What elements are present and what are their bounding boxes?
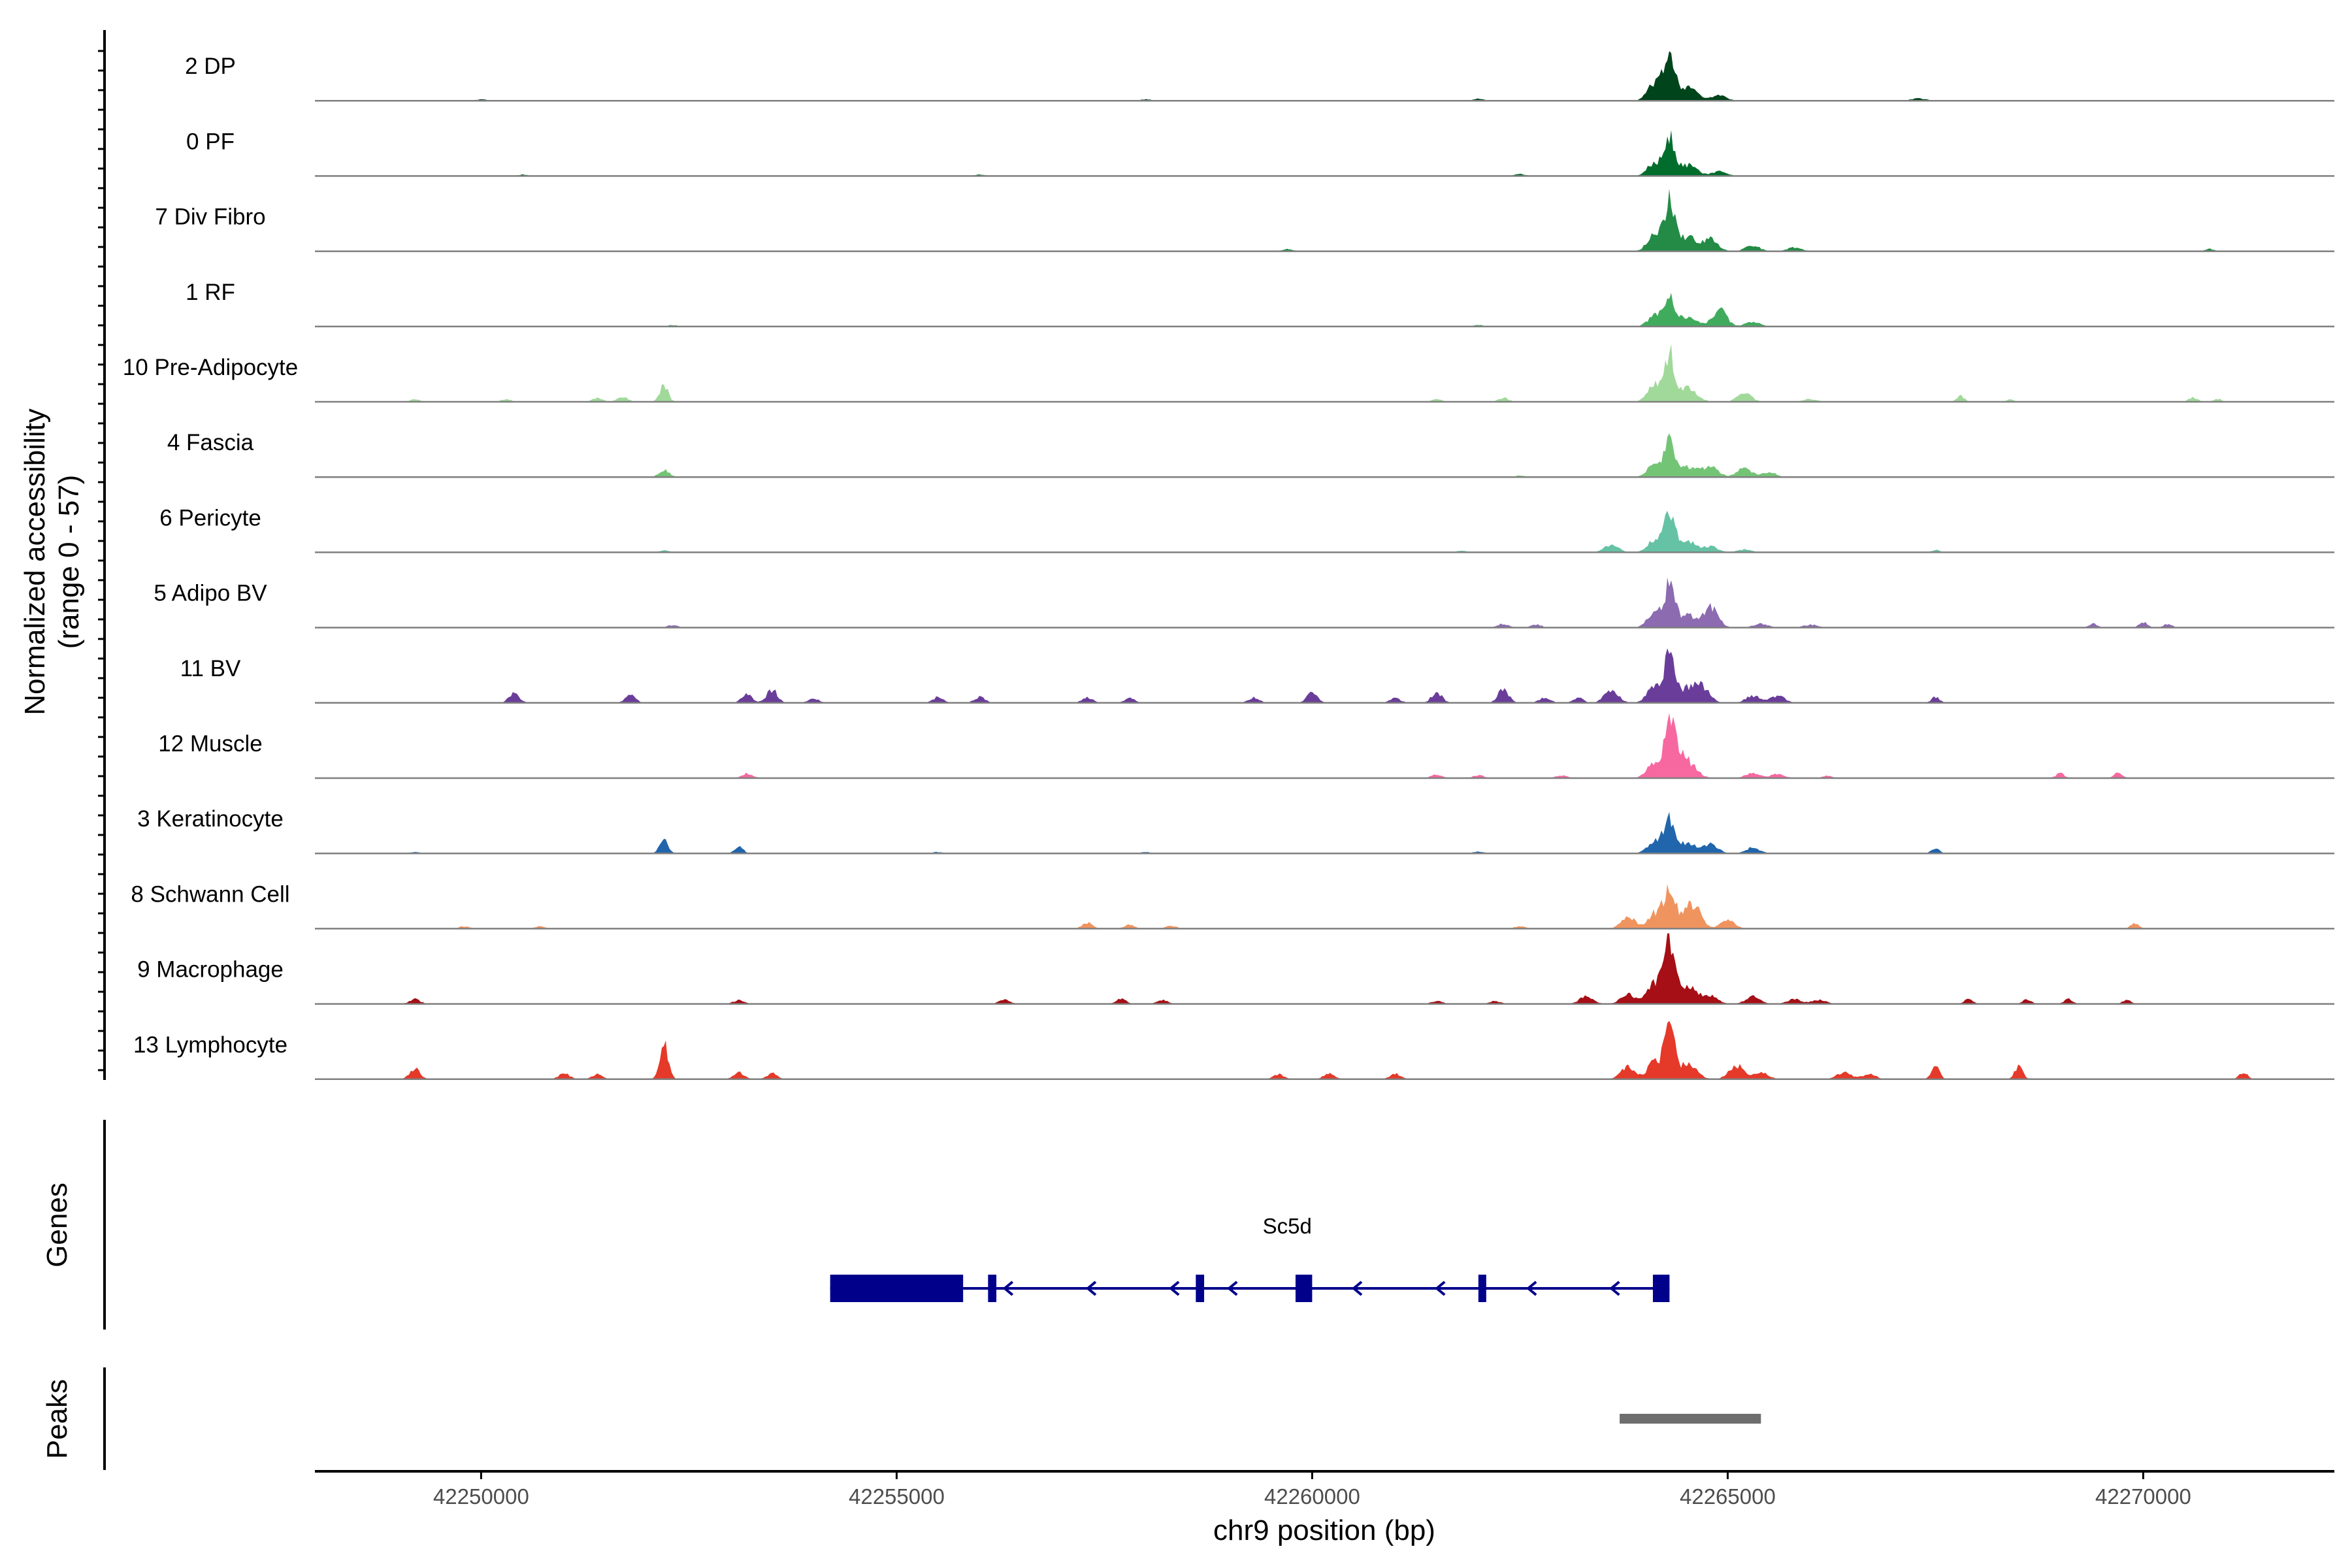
x-axis: 42250000 42255000 42260000 42265000 42270000: [315, 1470, 2334, 1509]
peak-region: [1620, 1414, 1761, 1424]
track: 7 Div Fibro: [155, 188, 2334, 252]
track-label: 7 Div Fibro: [155, 204, 265, 230]
track-label: 6 Pericyte: [159, 505, 261, 531]
coverage-area: [315, 648, 2334, 703]
gene-name: Sc5d: [1263, 1214, 1312, 1238]
track: 2 DP: [185, 51, 2334, 102]
track: 10 Pre-Adipocyte: [123, 344, 2334, 403]
coverage-area: [315, 188, 2334, 252]
strand-arrow: [1609, 1281, 1620, 1296]
y-axis: [98, 30, 106, 1080]
genes-panel-label: Genes: [41, 1183, 73, 1267]
track-label: 12 Muscle: [158, 731, 263, 757]
peak-track: [1620, 1414, 1761, 1424]
x-tick-label: 42250000: [433, 1484, 529, 1509]
coverage-area: [315, 433, 2334, 478]
track-label: 0 PF: [186, 129, 235, 154]
coverage-area: [315, 578, 2334, 628]
track-label: 3 Keratinocyte: [137, 806, 284, 832]
coverage-area: [315, 811, 2334, 854]
track: 13 Lymphocyte: [133, 1021, 2334, 1081]
gene-exon: [1196, 1275, 1205, 1302]
coverage-area: [315, 884, 2334, 929]
gene-exon: [988, 1275, 997, 1302]
gene-exon: [1295, 1275, 1313, 1302]
track: 11 BV: [180, 648, 2334, 704]
x-tick-label: 42260000: [1264, 1484, 1360, 1509]
strand-arrow: [1351, 1281, 1363, 1296]
coverage-area: [315, 510, 2334, 553]
coverage-area: [315, 713, 2334, 778]
x-tick-label: 42270000: [2095, 1484, 2191, 1509]
gene-exon: [1478, 1275, 1486, 1302]
track: 1 RF: [186, 280, 2334, 328]
strand-arrow: [1526, 1281, 1537, 1296]
track: 8 Schwann Cell: [131, 881, 2334, 930]
coverage-area: [315, 51, 2334, 101]
strand-arrow: [1085, 1281, 1097, 1296]
track-label: 4 Fascia: [167, 430, 254, 455]
track: 5 Adipo BV: [154, 578, 2334, 629]
strand-arrow: [1227, 1281, 1238, 1296]
gene-exon: [1652, 1275, 1670, 1302]
track-label: 13 Lymphocyte: [133, 1032, 287, 1058]
accessibility-tracks: 2 DP 0 PF 7 Div Fibro 1 RF 10 Pre-Adipocyte 4…: [123, 51, 2334, 1081]
track: 0 PF: [186, 129, 2334, 177]
x-axis-title: chr9 position (bp): [1213, 1514, 1435, 1546]
y-axis-range: (range 0 - 57): [53, 475, 85, 649]
track-label: 9 Macrophage: [137, 957, 284, 983]
track: 6 Pericyte: [159, 505, 2334, 553]
coverage-area: [315, 344, 2334, 402]
track: 4 Fascia: [167, 430, 2334, 478]
strand-arrow: [1435, 1281, 1446, 1296]
coverage-area: [315, 130, 2334, 176]
coverage-area: [315, 1021, 2334, 1079]
coverage-area: [315, 933, 2334, 1004]
gene-track: Sc5d: [830, 1214, 1670, 1302]
strand-arrow: [1169, 1281, 1180, 1296]
strand-arrow: [1002, 1281, 1014, 1296]
track-label: 1 RF: [186, 280, 235, 305]
track-label: 11 BV: [180, 656, 241, 681]
x-tick-label: 42255000: [849, 1484, 945, 1509]
track-label: 10 Pre-Adipocyte: [123, 355, 298, 380]
track-label: 2 DP: [185, 54, 236, 79]
track: 12 Muscle: [158, 713, 2334, 779]
x-tick-label: 42265000: [1680, 1484, 1776, 1509]
track-label: 8 Schwann Cell: [131, 881, 289, 907]
gene-exon: [830, 1275, 964, 1302]
y-axis-title: Normalized accessibility: [19, 408, 51, 715]
track-label: 5 Adipo BV: [154, 581, 267, 606]
track: 9 Macrophage: [137, 933, 2334, 1005]
peaks-panel-label: Peaks: [41, 1379, 73, 1459]
coverage-area: [315, 293, 2334, 327]
track: 3 Keratinocyte: [137, 806, 2334, 855]
